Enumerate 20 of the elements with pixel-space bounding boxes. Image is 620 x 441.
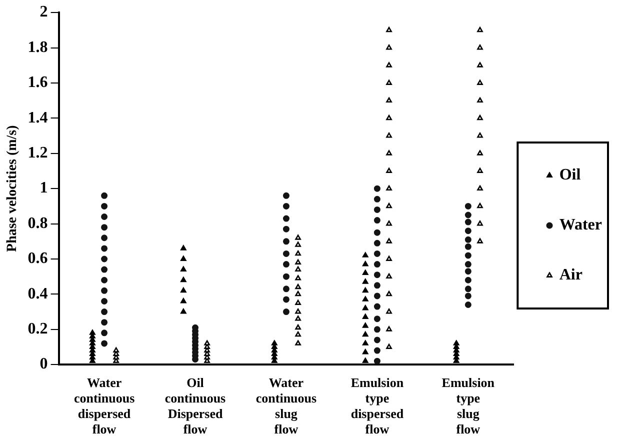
- x-tick-label: Emulsion type slug flow: [442, 374, 496, 437]
- x-tick-label: Emulsion type dispersed flow: [350, 374, 404, 437]
- y-tick-label: 1.8: [28, 38, 48, 56]
- legend-label: Air: [559, 266, 582, 284]
- y-tick-label: 0.4: [28, 285, 48, 302]
- x-tick-label: Water continuous slug flow: [256, 374, 317, 437]
- x-tick-label: Water continuous dispersed flow: [74, 374, 135, 437]
- y-tick-label: 1: [40, 180, 48, 197]
- y-tick-label: 0.2: [28, 320, 48, 338]
- y-tick-label: 1.2: [28, 144, 48, 162]
- y-tick-label: 1.6: [28, 74, 48, 92]
- y-axis-title: Phase velocities (m/s): [5, 124, 20, 252]
- y-tick-label: 0.8: [28, 214, 48, 232]
- y-tick-label: 2: [40, 4, 48, 21]
- legend-label: Oil: [559, 166, 582, 184]
- y-tick-label: 0.6: [28, 250, 48, 268]
- x-tick-label: Oil continuous Dispersed flow: [164, 374, 226, 437]
- y-tick-label: 0: [40, 356, 48, 373]
- legend-label: Water: [559, 216, 602, 234]
- y-tick-label: 1.4: [28, 109, 48, 126]
